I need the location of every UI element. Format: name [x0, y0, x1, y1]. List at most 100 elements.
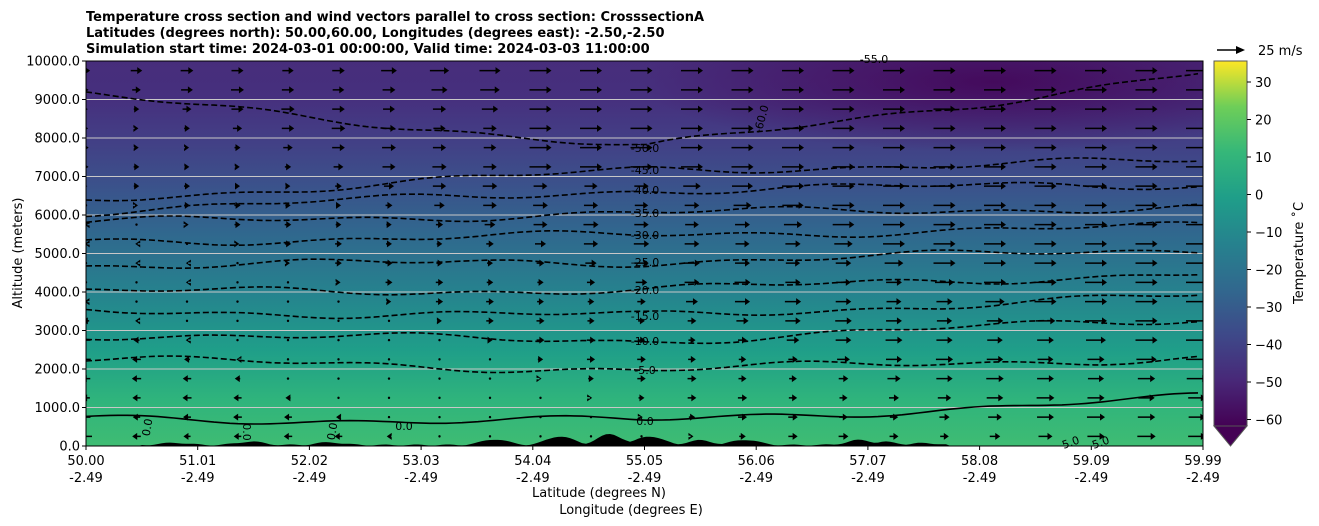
wind-arrow — [1085, 182, 1107, 190]
x-tick-label-lat: 51.01 — [179, 454, 216, 469]
wind-arrow — [86, 435, 92, 438]
wind-arrow — [1037, 336, 1054, 344]
wind-arrow — [281, 105, 295, 113]
wind-arrow — [232, 124, 243, 132]
wind-arrow — [86, 336, 91, 344]
title-line: Temperature cross section and wind vecto… — [86, 10, 704, 25]
wind-arrow — [989, 432, 1001, 440]
wind-arrow — [185, 319, 189, 323]
wind-arrow — [234, 201, 241, 209]
wind-arrow — [386, 298, 392, 306]
wind-arrow — [933, 201, 956, 209]
wind-arrow — [1034, 240, 1057, 248]
wind-arrow — [585, 259, 597, 267]
wind-arrow — [731, 163, 754, 171]
wind-arrow — [1186, 278, 1203, 286]
contour-label: 5.0 — [1090, 434, 1111, 452]
wind-arrow — [630, 163, 653, 171]
wind-arrow — [735, 259, 750, 267]
wind-arrow — [883, 144, 905, 152]
wind-arrow — [337, 396, 340, 400]
wind-arrow — [184, 144, 190, 152]
wind-arrow — [529, 105, 552, 113]
wind-arrow — [731, 144, 754, 152]
wind-arrow — [685, 221, 699, 229]
wind-arrow — [431, 86, 448, 94]
wind-arrow — [533, 182, 548, 190]
x-tick-label-lat: 55.05 — [626, 454, 663, 469]
wind-arrow — [933, 124, 956, 132]
wind-arrow — [337, 377, 340, 380]
wind-arrow — [1087, 375, 1105, 383]
wind-arrow — [385, 201, 393, 209]
wind-arrow — [286, 319, 290, 323]
wind-arrow — [483, 124, 497, 132]
wind-arrow — [1085, 317, 1107, 325]
wind-arrow — [335, 221, 342, 229]
wind-arrow — [688, 355, 696, 363]
wind-arrow — [1034, 124, 1057, 132]
y-tick-label: 1000.0 — [35, 401, 81, 416]
wind-arrow — [681, 86, 703, 94]
x-axis-label-lat: Latitude (degrees N) — [532, 486, 666, 501]
wind-arrow — [434, 201, 445, 209]
wind-arrow — [687, 394, 697, 402]
wind-arrow — [132, 413, 141, 421]
wind-arrow — [488, 358, 492, 361]
wind-arrow — [638, 317, 645, 325]
wind-arrow — [986, 375, 1004, 383]
wind-arrow — [1087, 355, 1105, 363]
wind-arrow — [435, 298, 444, 306]
wind-arrow — [1085, 298, 1107, 306]
x-tick-label-lat: 59.09 — [1073, 454, 1110, 469]
wind-arrow — [337, 300, 340, 303]
wind-arrow — [285, 394, 291, 402]
wind-arrow — [184, 182, 190, 190]
wind-arrow — [1034, 221, 1057, 229]
wind-arrow — [936, 317, 953, 325]
wind-arrow — [183, 413, 191, 421]
wind-arrow — [133, 336, 140, 344]
wind-arrow — [486, 298, 494, 306]
contour-label: 0.0 — [240, 423, 253, 441]
wind-arrow — [785, 259, 801, 267]
wind-arrow — [984, 144, 1006, 152]
wind-arrow — [782, 201, 804, 209]
wind-arrow — [386, 221, 392, 229]
wind-arrow — [637, 298, 646, 306]
wind-arrow — [286, 358, 290, 361]
wind-arrow — [487, 259, 493, 267]
wind-arrow — [933, 182, 956, 190]
wind-arrow — [936, 375, 953, 383]
contour-line — [86, 274, 1199, 296]
wind-arrow — [234, 240, 240, 248]
wind-arrow — [135, 281, 138, 284]
wind-arrow — [182, 105, 192, 113]
wind-arrow — [1135, 317, 1158, 325]
wind-arrow — [883, 182, 905, 190]
wind-arrow — [285, 182, 291, 190]
wind-arrow — [838, 432, 849, 440]
chart-title: Temperature cross section and wind vecto… — [86, 10, 704, 57]
wind-arrow — [635, 278, 648, 286]
wind-arrow — [537, 298, 544, 306]
wind-arrow — [236, 281, 239, 284]
wind-arrow — [86, 145, 89, 150]
wind-arrow — [234, 144, 241, 152]
wind-arrow — [234, 221, 241, 229]
contour-label: 0.0 — [395, 420, 413, 433]
wind-arrow — [984, 240, 1006, 248]
wind-arrow — [286, 300, 290, 303]
wind-arrow — [940, 432, 949, 440]
wind-arrow — [1137, 375, 1156, 383]
wind-arrow — [86, 317, 90, 325]
wind-arrow — [734, 298, 751, 306]
wind-arrow — [832, 67, 855, 75]
wind-arrow — [387, 358, 391, 361]
wind-arrow — [832, 105, 855, 113]
wind-arrow — [832, 182, 855, 190]
wind-arrow — [985, 298, 1005, 306]
title-line: Simulation start time: 2024-03-01 00:00:… — [86, 42, 650, 57]
wind-arrow — [533, 221, 548, 229]
wind-arrow — [687, 317, 697, 325]
